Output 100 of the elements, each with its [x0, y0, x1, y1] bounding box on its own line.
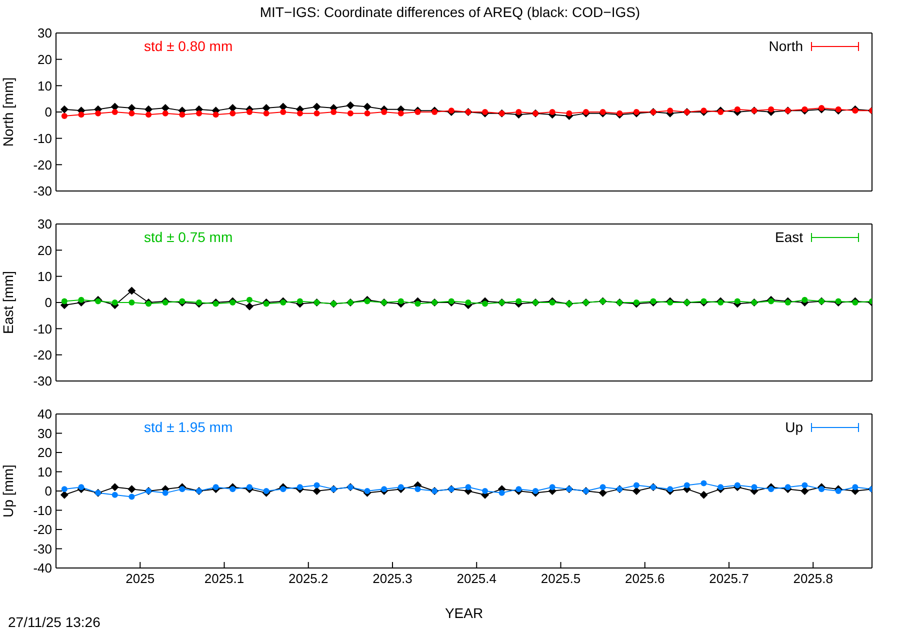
point — [95, 298, 102, 304]
text: 27/11/25 13:26 — [8, 614, 100, 630]
point — [263, 488, 270, 494]
x-tick-label: 2025.4 — [456, 571, 496, 586]
point — [128, 494, 135, 500]
x-tick-label: 2025.5 — [540, 571, 581, 586]
point — [700, 480, 707, 486]
point — [230, 110, 236, 116]
y-tick-label: 30 — [38, 426, 52, 441]
legend-label: East — [774, 229, 803, 245]
point — [112, 300, 118, 306]
point — [112, 109, 118, 115]
y-tick-label: 10 — [38, 464, 52, 480]
point — [768, 106, 774, 112]
x-tick-label: 2025.8 — [793, 571, 833, 586]
point — [432, 109, 438, 115]
y-tick-label: -20 — [33, 347, 52, 362]
point — [414, 109, 421, 115]
legend-label: North — [768, 38, 803, 54]
annotation: std ± 0.75 mm — [144, 229, 233, 245]
point — [381, 109, 388, 115]
point — [633, 482, 640, 488]
point — [600, 484, 606, 490]
point — [128, 485, 136, 494]
point — [414, 300, 421, 307]
point — [280, 109, 286, 115]
point — [312, 487, 321, 495]
point — [784, 484, 791, 490]
point — [482, 109, 488, 115]
point — [835, 106, 842, 112]
point — [330, 109, 337, 115]
point — [718, 109, 724, 115]
point — [835, 488, 842, 494]
point — [364, 110, 370, 116]
y-tick-label: 40 — [38, 406, 52, 422]
point — [230, 486, 236, 492]
y-tick-label: 30 — [38, 26, 52, 41]
annotation: std ± 0.80 mm — [144, 38, 233, 54]
point — [364, 298, 370, 304]
point — [549, 109, 556, 115]
y-tick-label: -30 — [33, 184, 52, 199]
y-tick-label: -20 — [33, 157, 52, 172]
point — [818, 486, 825, 492]
point — [465, 300, 472, 306]
point — [296, 298, 303, 304]
y-tick-label: -20 — [33, 522, 52, 538]
y-axis-title: Up [mm] — [0, 464, 16, 518]
point — [414, 486, 421, 492]
point — [128, 110, 135, 116]
point — [398, 110, 404, 116]
point — [734, 482, 740, 488]
x-tick-label: 2025.6 — [624, 571, 665, 586]
point — [78, 112, 84, 118]
point — [162, 490, 168, 496]
point — [296, 484, 303, 490]
point — [61, 112, 68, 119]
point — [60, 105, 68, 114]
point — [110, 483, 119, 492]
point — [598, 488, 607, 497]
point — [532, 488, 539, 494]
y-tick-label: 10 — [38, 268, 52, 284]
point — [667, 108, 674, 114]
y-tick-label: -40 — [33, 560, 52, 576]
point — [112, 492, 118, 498]
point — [347, 110, 354, 116]
point — [61, 486, 68, 492]
point — [245, 302, 254, 310]
point — [364, 488, 370, 494]
point — [549, 484, 556, 490]
point — [734, 106, 740, 112]
point — [582, 109, 589, 115]
point — [381, 486, 388, 492]
point — [196, 110, 202, 116]
point — [230, 300, 236, 306]
point — [398, 298, 404, 304]
point — [246, 296, 252, 303]
point — [549, 300, 556, 306]
y-tick-label: -10 — [33, 130, 52, 146]
y-tick-label: 0 — [44, 484, 52, 499]
y-tick-label: 10 — [38, 78, 52, 94]
y-tick-label: 0 — [44, 295, 52, 310]
point — [516, 298, 522, 304]
point — [768, 486, 774, 492]
point — [212, 112, 219, 118]
point — [667, 486, 674, 492]
point — [700, 490, 708, 499]
point — [246, 484, 252, 490]
point — [246, 109, 252, 115]
point — [162, 300, 168, 306]
point — [280, 300, 286, 306]
legend-label: Up — [785, 419, 803, 435]
point — [280, 486, 286, 492]
x-tick-label: 2025.7 — [709, 571, 749, 586]
point — [179, 486, 186, 492]
point — [667, 300, 674, 306]
point — [61, 298, 68, 304]
point — [162, 110, 168, 116]
point — [632, 487, 640, 495]
chart-title: MIT−IGS: Coordinate differences of AREQ (black: COD−IGS) — [258, 4, 642, 20]
point — [718, 300, 724, 306]
